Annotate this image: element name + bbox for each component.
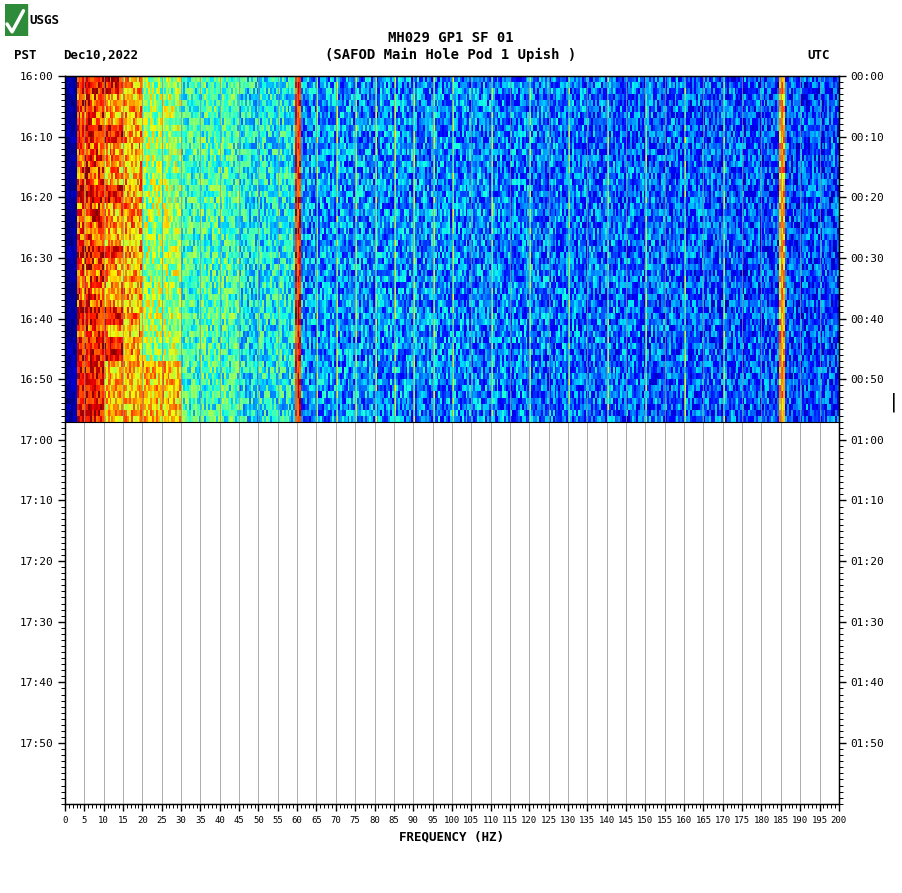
Text: |: | xyxy=(888,392,900,412)
Text: UTC: UTC xyxy=(807,49,830,62)
X-axis label: FREQUENCY (HZ): FREQUENCY (HZ) xyxy=(400,830,504,843)
Text: PST: PST xyxy=(14,49,36,62)
Text: MH029 GP1 SF 01: MH029 GP1 SF 01 xyxy=(388,31,514,46)
Text: USGS: USGS xyxy=(30,13,60,27)
Text: (SAFOD Main Hole Pod 1 Upish ): (SAFOD Main Hole Pod 1 Upish ) xyxy=(326,48,576,63)
Bar xyxy=(5,4,27,36)
Text: Dec10,2022: Dec10,2022 xyxy=(63,49,138,62)
